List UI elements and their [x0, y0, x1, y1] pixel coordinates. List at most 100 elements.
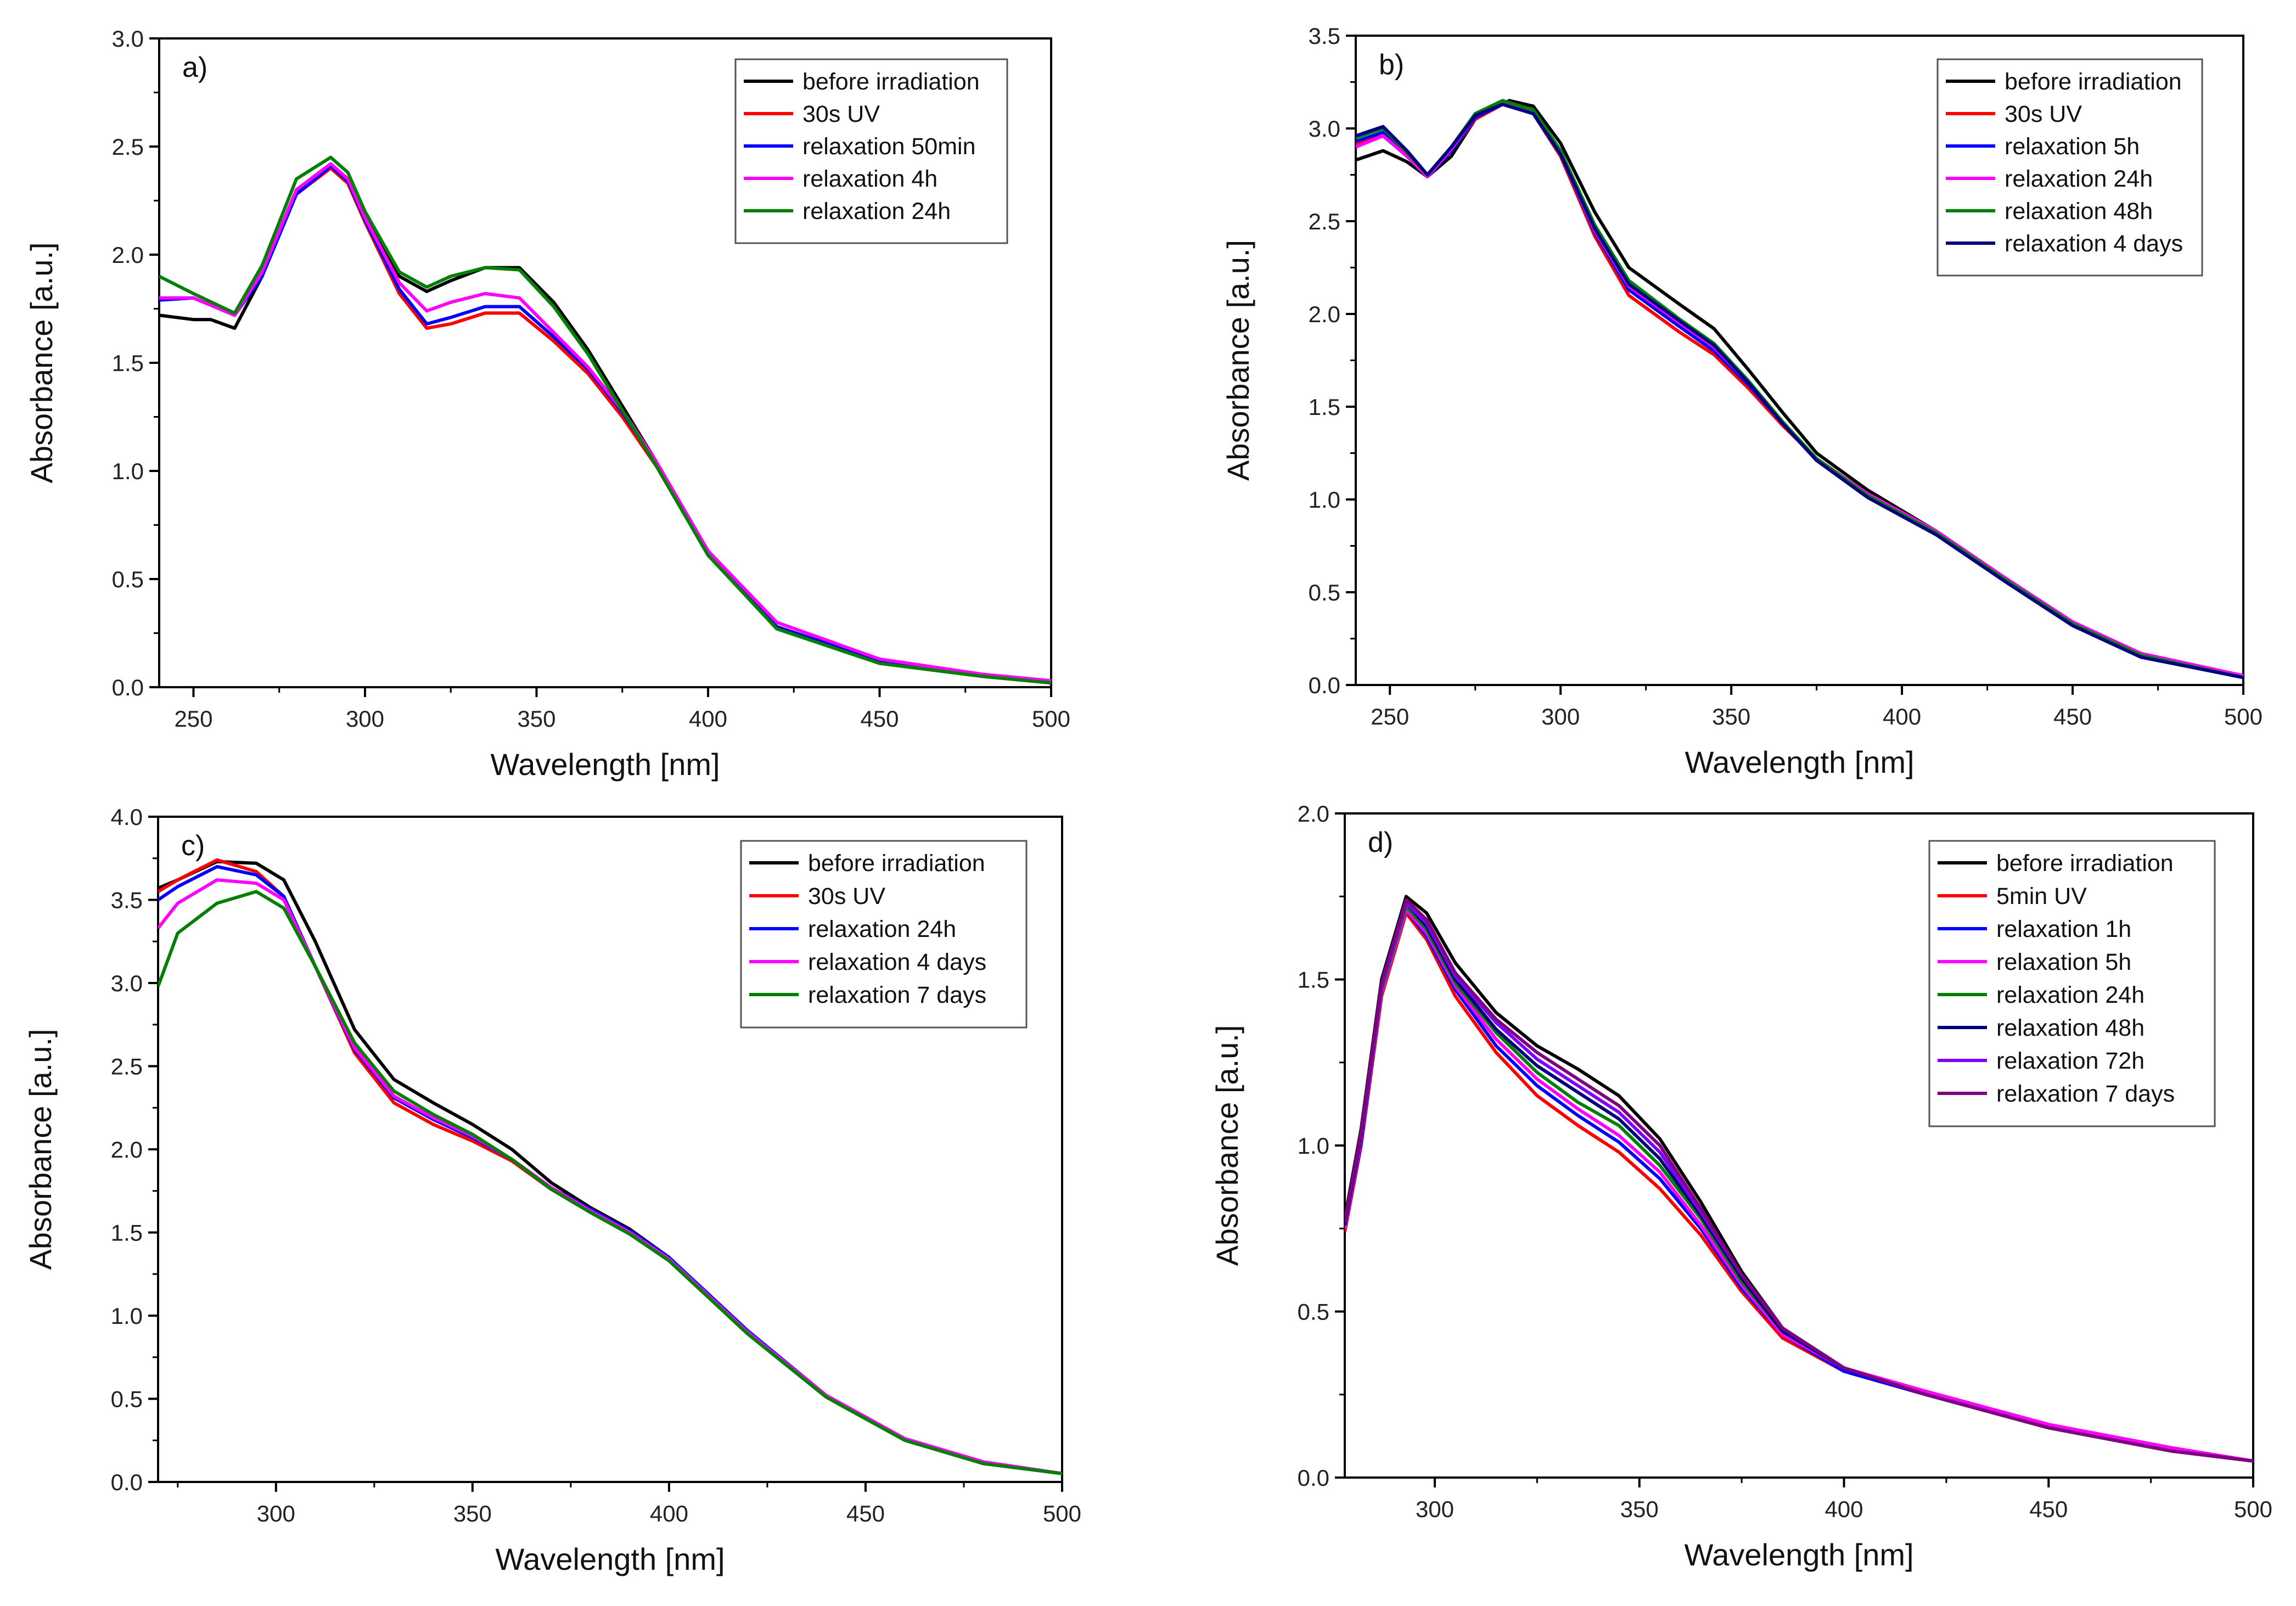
y-tick-label: 1.5	[111, 1220, 143, 1246]
legend-entry: relaxation 24h	[802, 198, 951, 224]
y-axis-label: Absorbance [a.u.]	[24, 243, 59, 484]
x-tick-label: 300	[346, 706, 384, 732]
y-tick-label: 1.0	[112, 458, 144, 484]
y-axis-label: Absorbance [a.u.]	[1210, 1025, 1244, 1266]
legend-entry: relaxation 5h	[2005, 133, 2140, 160]
x-tick-label: 300	[1416, 1496, 1454, 1522]
y-tick-label: 1.5	[1298, 967, 1329, 993]
series-line	[158, 890, 1062, 1475]
x-tick-label: 500	[2224, 704, 2263, 729]
y-tick-label: 1.5	[112, 350, 144, 376]
x-axis-label: Wavelength [nm]	[1684, 1537, 1913, 1572]
x-tick-label: 450	[860, 706, 899, 732]
x-tick-label: 500	[1043, 1501, 1081, 1526]
legend-entry: relaxation 48h	[2005, 198, 2153, 224]
series-line	[1345, 898, 2253, 1463]
y-tick-label: 2.0	[111, 1137, 143, 1163]
series-line	[159, 162, 1051, 683]
legend-box	[734, 58, 1008, 244]
legend-entry: relaxation 48h	[1996, 1015, 2145, 1041]
x-tick-label: 300	[257, 1501, 295, 1526]
panel-label: a)	[182, 52, 207, 83]
y-tick-label: 1.5	[1309, 394, 1340, 420]
y-tick-label: 0.0	[1309, 672, 1340, 698]
legend-entry: 30s UV	[808, 883, 885, 909]
y-tick-label: 1.0	[1298, 1133, 1329, 1159]
y-tick-label: 3.5	[111, 888, 143, 913]
panel-label: b)	[1379, 49, 1404, 81]
x-tick-label: 500	[2234, 1496, 2272, 1522]
y-tick-label: 3.0	[1309, 116, 1340, 142]
legend-box	[1936, 58, 2203, 277]
y-tick-label: 1.0	[111, 1303, 143, 1329]
y-tick-label: 2.0	[1298, 801, 1329, 827]
legend-entry: 30s UV	[2005, 101, 2082, 127]
legend-entry: before irradiation	[2005, 69, 2182, 95]
legend-entry: relaxation 72h	[1996, 1048, 2145, 1074]
legend-entry: 30s UV	[802, 101, 880, 127]
y-tick-label: 0.5	[112, 566, 144, 592]
legend-entry: relaxation 4 days	[808, 949, 986, 975]
legend-box	[740, 840, 1028, 1029]
legend-entry: relaxation 24h	[2005, 166, 2153, 192]
x-tick-label: 450	[846, 1501, 885, 1526]
x-tick-label: 250	[174, 706, 212, 732]
y-tick-label: 0.5	[1298, 1299, 1329, 1325]
x-tick-label: 300	[1541, 704, 1580, 729]
legend-entry: relaxation 1h	[1996, 916, 2131, 942]
legend-entry: relaxation 24h	[808, 916, 956, 942]
y-tick-label: 4.0	[111, 804, 143, 830]
x-tick-label: 400	[1825, 1496, 1863, 1522]
legend-box	[1928, 840, 2216, 1127]
x-tick-label: 400	[650, 1501, 688, 1526]
chart-panel-c: 300 350 400 450 500 0.0 0.5 1.0 1.5 2.0 2.5 3.0 3.5 4…	[23, 804, 1081, 1576]
legend-entry: relaxation 7 days	[1996, 1081, 2175, 1107]
legend-entry: before irradiation	[802, 69, 980, 95]
y-axis-label: Absorbance [a.u.]	[23, 1029, 58, 1270]
x-tick-label: 350	[453, 1501, 492, 1526]
legend-entry: relaxation 24h	[1996, 982, 2145, 1008]
legend-entry: before irradiation	[808, 850, 985, 877]
x-tick-label: 500	[1032, 706, 1070, 732]
y-tick-label: 0.0	[112, 675, 144, 700]
legend-entry: relaxation 5h	[1996, 949, 2131, 975]
chart-panel-b: 250 300 350 400 450 500 0.0 0.5 1.0 1.5 2.0 2.5 3.0 3…	[1221, 23, 2263, 779]
x-tick-label: 350	[1712, 704, 1750, 729]
y-tick-label: 0.5	[111, 1386, 143, 1412]
panel-label: c)	[181, 830, 205, 862]
y-tick-label: 1.0	[1309, 487, 1340, 513]
chart-panel-a: 250 300 350 400 450 500 0.0 0.5 1.0 1.5 2.0 2.5 3.0 W…	[24, 26, 1070, 782]
x-tick-label: 250	[1371, 704, 1409, 729]
legend-entry: relaxation 4h	[802, 166, 938, 192]
y-tick-label: 2.5	[112, 134, 144, 160]
series-line	[1356, 103, 2243, 680]
x-axis-label: Wavelength [nm]	[490, 747, 720, 782]
legend-entry: relaxation 7 days	[808, 982, 986, 1008]
x-axis-label: Wavelength [nm]	[1685, 745, 1914, 779]
x-tick-label: 450	[2029, 1496, 2068, 1522]
x-tick-label: 400	[689, 706, 727, 732]
y-tick-label: 3.0	[111, 970, 143, 996]
y-tick-label: 2.0	[112, 242, 144, 268]
y-tick-label: 0.5	[1309, 580, 1340, 605]
legend-entry: 5min UV	[1996, 883, 2087, 909]
y-tick-label: 3.0	[112, 26, 144, 52]
chart-panel-d: 300 350 400 450 500 0.0 0.5 1.0 1.5 2.0 Wavelength…	[1210, 801, 2272, 1572]
y-tick-label: 2.0	[1309, 301, 1340, 327]
x-tick-label: 350	[1620, 1496, 1659, 1522]
y-tick-label: 2.5	[1309, 209, 1340, 234]
legend-entry: relaxation 4 days	[2005, 231, 2183, 257]
panel-label: d)	[1368, 827, 1393, 858]
legend-entry: relaxation 50min	[802, 133, 976, 160]
legend-entry: before irradiation	[1996, 850, 2174, 877]
series-line	[159, 166, 1051, 685]
y-tick-label: 3.5	[1309, 23, 1340, 49]
y-tick-label: 2.5	[111, 1054, 143, 1080]
y-axis-label: Absorbance [a.u.]	[1221, 240, 1255, 481]
x-tick-label: 400	[1883, 704, 1921, 729]
y-tick-label: 0.0	[111, 1469, 143, 1495]
y-tick-label: 0.0	[1298, 1465, 1329, 1491]
series-line	[159, 155, 1051, 685]
x-tick-label: 350	[517, 706, 555, 732]
